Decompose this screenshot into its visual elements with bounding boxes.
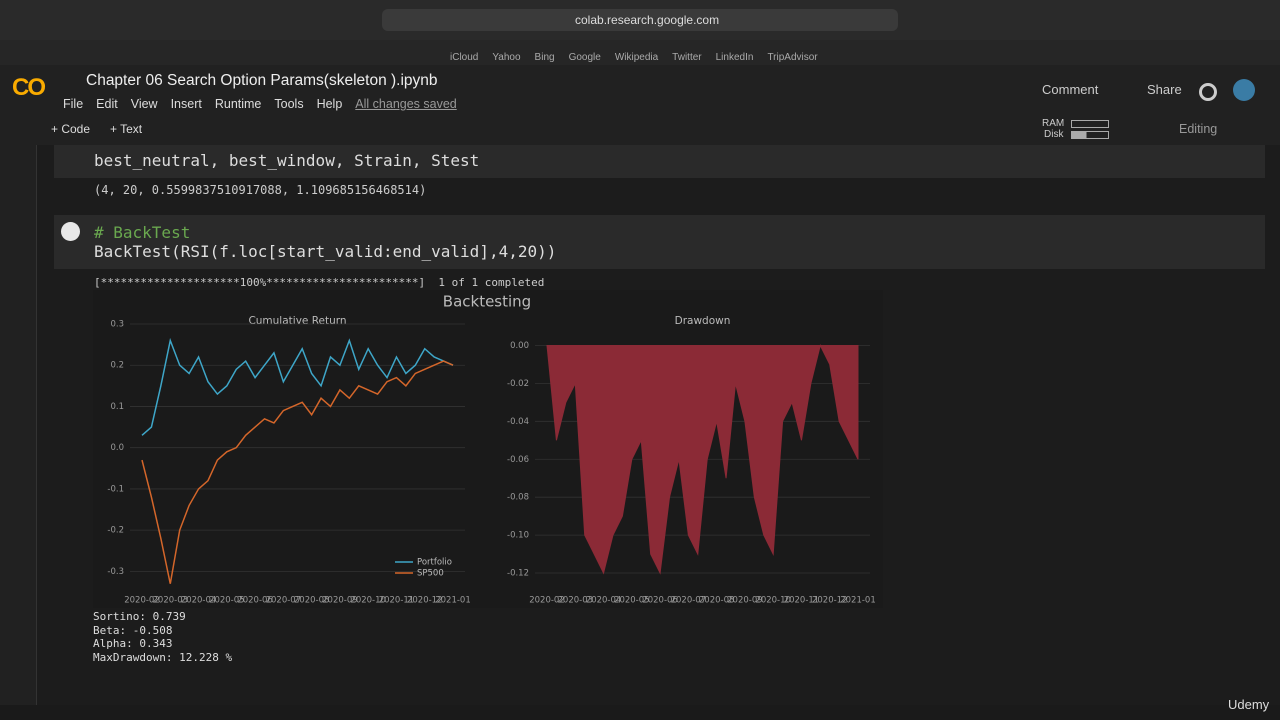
stat-line: Sortino: 0.739 [93, 610, 186, 623]
bookmarks: iCloud Yahoo Bing Google Wikipedia Twitter Lin… [443, 47, 825, 65]
footer-bar [0, 705, 1280, 720]
disk-meter [1071, 131, 1109, 139]
progress: [*********************100%**************… [94, 276, 545, 289]
series-line [141, 337, 454, 436]
menu-item[interactable]: Insert [170, 97, 202, 111]
code-cell[interactable] [54, 215, 1265, 269]
menu-item[interactable]: Edit [96, 97, 118, 111]
x-tick-label: 2021-01 [840, 596, 876, 606]
cell-output: (4, 20, 0.5599837510917088, 1.1096851564… [94, 183, 427, 197]
x-tick-label: 2020-07 [266, 596, 302, 606]
add-code[interactable]: + Code [51, 122, 91, 136]
x-tick-label: 2020-03 [558, 596, 594, 606]
y-tick-label: 0.1 [110, 402, 124, 412]
watermark: Udemy [1228, 697, 1270, 712]
add-text[interactable]: + Text [110, 122, 143, 136]
disk-label: Disk [1044, 129, 1064, 140]
stat-line: Alpha: 0.343 [93, 637, 173, 651]
y-tick-label: -0.08 [507, 493, 529, 503]
figure-title: Backtesting [443, 293, 531, 311]
menu-item[interactable]: Tools [274, 97, 304, 111]
code-cell[interactable] [54, 145, 1265, 178]
notebook-title[interactable]: Chapter 06 Search Option Params(skeleton… [86, 72, 438, 89]
x-tick-label: 2020-10 [755, 596, 791, 606]
ram-meter [1071, 120, 1109, 128]
x-tick-label: 2020-12 [407, 596, 443, 606]
x-tick-label: 2020-08 [294, 596, 330, 606]
x-tick-label: 2020-05 [209, 596, 245, 606]
bookmark[interactable]: Wikipedia [614, 52, 659, 63]
menu-item[interactable]: Help [316, 97, 343, 111]
x-tick-label: 2020-05 [614, 596, 650, 606]
bookmark[interactable]: Google [568, 52, 601, 63]
bookmarks-bar [0, 40, 1280, 65]
x-tick-label: 2020-11 [784, 596, 820, 606]
y-tick-label: -0.06 [507, 455, 529, 465]
x-tick-label: 2020-06 [237, 596, 273, 606]
colab-header [0, 65, 1280, 145]
chart-title: Drawdown [675, 315, 731, 327]
y-tick-label: 0.0 [110, 443, 124, 453]
x-tick-label: 2020-04 [586, 596, 622, 606]
comment-button[interactable]: Comment [1042, 82, 1099, 97]
code-line: best_neutral, best_window, Strain, Stest [94, 151, 480, 170]
x-tick-label: 2020-02 [529, 596, 565, 606]
legend-label: SP500 [417, 569, 444, 579]
bookmark[interactable]: Yahoo [492, 52, 521, 63]
menu-item[interactable]: File [63, 97, 84, 111]
y-tick-label: -0.3 [107, 567, 124, 577]
y-tick-label: -0.2 [107, 526, 124, 536]
url-box[interactable] [382, 9, 898, 31]
chart-title: Cumulative Return [248, 315, 346, 327]
run-button[interactable] [61, 222, 80, 241]
y-tick-label: -0.04 [507, 417, 529, 427]
settings-icon[interactable] [1199, 83, 1217, 101]
bookmark[interactable]: TripAdvisor [767, 52, 818, 63]
logo[interactable]: CO [12, 74, 46, 101]
x-tick-label: 2020-09 [322, 596, 358, 606]
code-line: BackTest(RSI(f.loc[start_valid:end_valid… [94, 242, 557, 261]
bookmark[interactable]: Twitter [672, 52, 702, 63]
y-tick-label: 0.3 [110, 320, 124, 330]
menu-item[interactable]: View [130, 97, 158, 111]
drawdown-area [546, 344, 859, 575]
stat-line: Beta: -0.508 [93, 623, 173, 637]
x-tick-label: 2020-09 [727, 596, 763, 606]
y-tick-label: -0.02 [507, 379, 529, 389]
x-tick-label: 2020-04 [181, 596, 217, 606]
ram-label: RAM [1042, 118, 1065, 129]
y-tick-label: 0.2 [110, 361, 124, 371]
sidebar [0, 145, 37, 705]
y-tick-label: -0.1 [107, 484, 124, 494]
y-tick-label: -0.12 [507, 569, 529, 579]
x-tick-label: 2020-10 [350, 596, 386, 606]
figure: Backtesting Cumulative Return -0.3 -0.2 -0.… [93, 290, 883, 608]
stat-line: MaxDrawdown: 12.228 % [93, 651, 233, 665]
x-tick-label: 2020-08 [699, 596, 735, 606]
y-tick-label: -0.10 [507, 531, 529, 541]
avatar[interactable] [1233, 79, 1255, 101]
code-comment: # BackTest [94, 223, 191, 242]
legend-label: Portfolio [417, 558, 452, 568]
series-line [141, 360, 454, 584]
bookmark[interactable]: iCloud [450, 52, 479, 63]
menu-bar: File Edit View Insert Runtime Tools Help All ch… [63, 95, 470, 113]
x-tick-label: 2020-11 [379, 596, 415, 606]
share-button[interactable]: Share [1147, 82, 1182, 97]
x-tick-label: 2020-07 [671, 596, 707, 606]
x-tick-label: 2020-06 [642, 596, 678, 606]
editing-mode[interactable]: Editing [1179, 122, 1218, 136]
stats: Sortino: 0.739 Beta: -0.508 Alpha: 0.343 Ma… [93, 610, 232, 665]
x-tick-label: 2020-12 [812, 596, 848, 606]
x-tick-label: 2020-02 [124, 596, 160, 606]
bookmark[interactable]: LinkedIn [715, 52, 754, 63]
menu-item[interactable]: Runtime [214, 97, 262, 111]
saved-status[interactable]: All changes saved [355, 97, 457, 111]
x-tick-label: 2020-03 [153, 596, 189, 606]
y-tick-label: 0.00 [510, 341, 529, 351]
bookmark[interactable]: Bing [534, 52, 555, 63]
url: colab.research.google.com [575, 13, 720, 27]
x-tick-label: 2021-01 [435, 596, 471, 606]
